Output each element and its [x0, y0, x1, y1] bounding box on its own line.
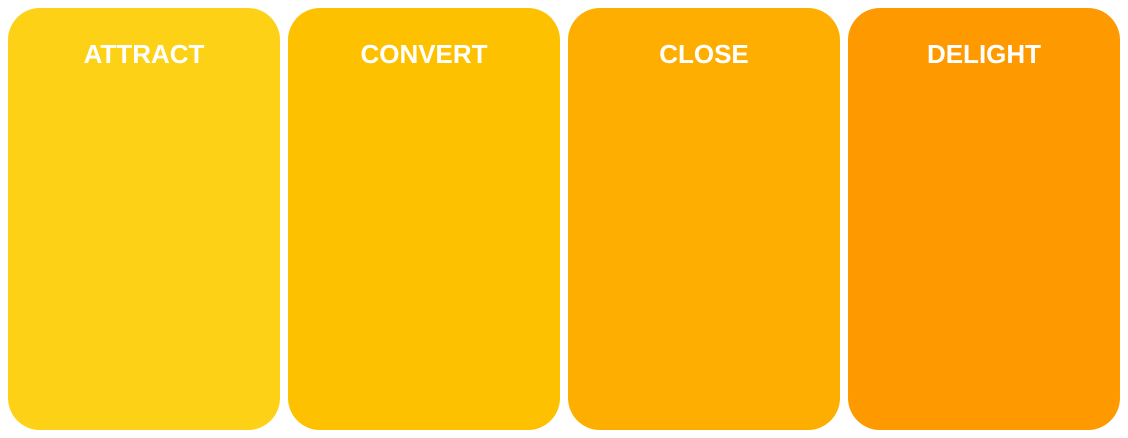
stage-title-convert: CONVERT [360, 39, 488, 69]
stage-close: CLOSE [568, 8, 840, 430]
stage-title-delight: DELIGHT [926, 39, 1042, 69]
stage-attract: ATTRACT [8, 8, 280, 430]
stage-delight: DELIGHT [848, 8, 1120, 430]
stage-convert: CONVERT [288, 8, 560, 430]
stage-title-attract: ATTRACT [83, 39, 205, 69]
stages-diagram: ATTRACT CONVERT CLOSE DELIGHT [8, 8, 1120, 430]
stage-title-close: CLOSE [659, 39, 749, 69]
